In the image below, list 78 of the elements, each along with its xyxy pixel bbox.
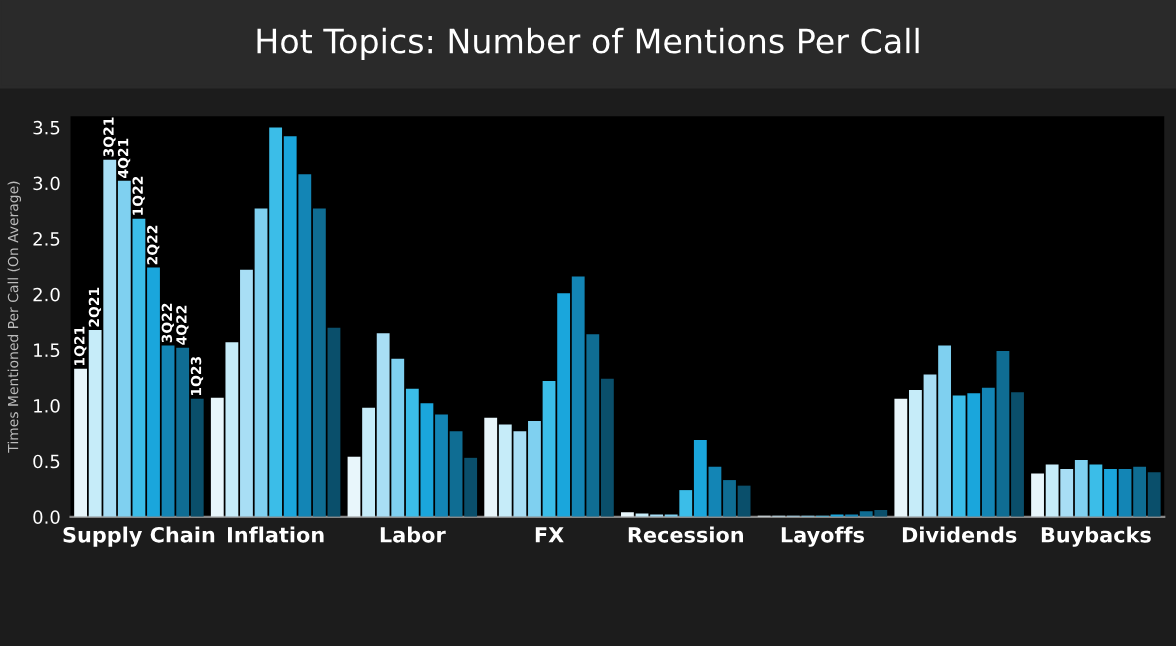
bar [498,424,512,517]
y-tick-label: 2.5 [33,232,60,246]
bar [190,398,204,517]
bar [737,485,751,517]
y-tick-label: 0.0 [33,510,60,524]
x-tick-label: Labor [380,526,446,543]
bar [1060,468,1074,517]
x-tick-label: Supply Chain [63,526,215,547]
x-tick-label: FX [535,527,564,543]
bar [586,334,600,517]
bar [435,414,448,517]
bar [571,276,585,517]
bar [225,342,239,517]
x-tick-label: Buybacks [1041,526,1151,547]
bar [1104,468,1117,517]
bar [1118,468,1132,517]
bar [981,387,995,517]
bar [161,345,175,517]
bar [938,345,952,517]
bar [723,480,736,517]
bar [693,440,707,517]
bar [679,490,693,517]
bar [176,347,190,517]
bar [1031,473,1044,517]
y-tick-label: 1.0 [34,399,60,413]
bar [327,327,341,517]
x-tick-label: Dividends [902,526,1017,543]
bar [210,397,224,517]
bar [557,293,571,517]
bar [88,329,102,517]
bar [405,388,419,517]
bar [708,466,722,517]
bar [269,127,283,517]
bar [147,267,160,517]
bar [420,403,434,517]
y-tick-label: 1.5 [34,343,60,358]
bar [117,180,131,517]
bar [859,511,873,517]
bar [1074,460,1088,517]
bar [528,421,541,517]
x-tick-label: Inflation [227,526,324,543]
bar [600,378,614,517]
bar [74,368,87,517]
bar [1147,472,1161,517]
chart-title: Hot Topics: Number of Mentions Per Call [257,27,919,61]
y-tick-label: 3.0 [33,176,60,191]
bar [376,333,390,517]
bar [298,174,312,517]
bar [362,407,375,517]
bar [484,417,498,517]
bar [1089,464,1103,517]
bar [967,393,981,517]
bar [1011,392,1024,517]
bar [1045,464,1059,517]
bar [952,395,966,517]
bar [923,374,937,517]
bar [103,159,117,517]
bar [347,456,361,517]
bar [996,351,1010,517]
bar [312,208,326,517]
y-tick-label: 3.5 [33,120,60,135]
y-tick-label: 2.0 [33,287,60,302]
bar [240,269,253,517]
bar [542,381,556,517]
bar [1133,466,1147,517]
bar [283,136,297,517]
bar [391,358,405,517]
bar [894,398,908,517]
bar [254,208,268,517]
bar [132,218,146,517]
bar [909,389,922,517]
bar [449,431,463,517]
x-tick-label: Recession [628,526,743,543]
y-tick-label: 0.5 [33,454,60,469]
bar [513,431,527,517]
bar [874,510,888,517]
bar [464,457,478,517]
x-tick-label: Layoffs [781,526,865,547]
